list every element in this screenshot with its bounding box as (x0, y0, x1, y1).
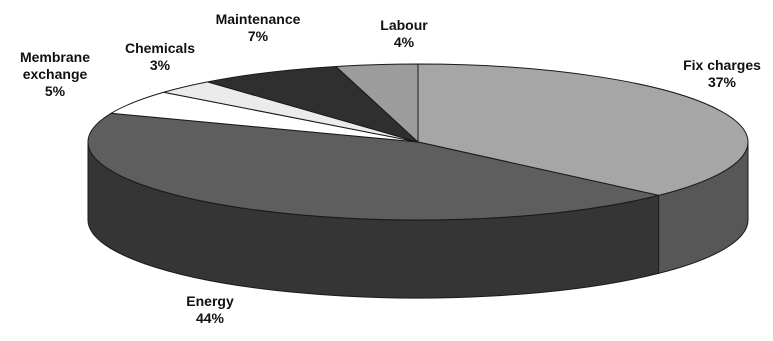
pie-slice-labour (334, 63, 419, 144)
slice-label-membrane-exchange: Membrane exchange 5% (20, 49, 90, 99)
pie-slices (87, 63, 749, 221)
slice-label-fix-charges: Fix charges 37% (683, 57, 761, 90)
pie-labels: Fix charges 37% Energy 44% Membrane exchange 5… (20, 11, 761, 326)
pie-slice-maintenance (207, 65, 419, 143)
slice-label-maintenance: Maintenance 7% (216, 11, 301, 44)
pie-sides (87, 141, 749, 299)
pie-slice-energy (87, 112, 659, 221)
slice-label-labour: Labour 4% (380, 17, 428, 50)
pie-slice-fix-charges (417, 63, 749, 196)
slice-label-chemicals: Chemicals 3% (125, 40, 195, 73)
slice-label-energy: Energy 44% (186, 293, 234, 326)
